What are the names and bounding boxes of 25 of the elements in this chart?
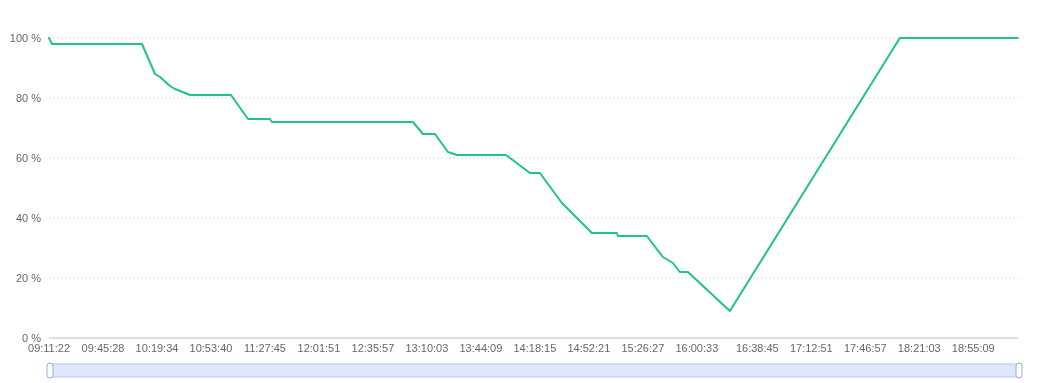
y-tick-label: 20 %	[15, 271, 42, 284]
x-tick-label: 17:46:57	[843, 342, 887, 354]
x-tick-label: 12:01:51	[297, 342, 341, 354]
x-tick-label: 14:52:21	[567, 342, 611, 354]
y-tick-label: 40 %	[15, 211, 42, 224]
x-tick-label: 16:00:33	[675, 342, 719, 354]
line-series	[48, 37, 1019, 312]
x-tick-label: 14:18:15	[513, 342, 557, 354]
y-tick-label: 100 %	[9, 31, 42, 44]
x-tick-label: 10:19:34	[135, 342, 179, 354]
y-tick-label: 80 %	[15, 91, 42, 104]
x-tick-label: 12:35:57	[351, 342, 395, 354]
x-tick-label: 18:55:09	[951, 342, 995, 354]
x-tick-label: 17:12:51	[789, 342, 833, 354]
y-tick-label: 60 %	[15, 151, 42, 164]
x-tick-label: 16:38:45	[735, 342, 779, 354]
x-tick-label: 10:53:40	[189, 342, 233, 354]
x-tick-label: 15:26:27	[621, 342, 665, 354]
x-tick-label: 09:45:28	[81, 342, 125, 354]
x-tick-label: 18:21:03	[897, 342, 941, 354]
x-tick-label: 11:27:45	[243, 342, 286, 354]
y-tick-label: 0 %	[22, 331, 42, 344]
x-tick-label: 13:10:03	[405, 342, 449, 354]
x-tick-label: 13:44:09	[459, 342, 503, 354]
x-tick-label: 09:11:22	[28, 342, 71, 354]
